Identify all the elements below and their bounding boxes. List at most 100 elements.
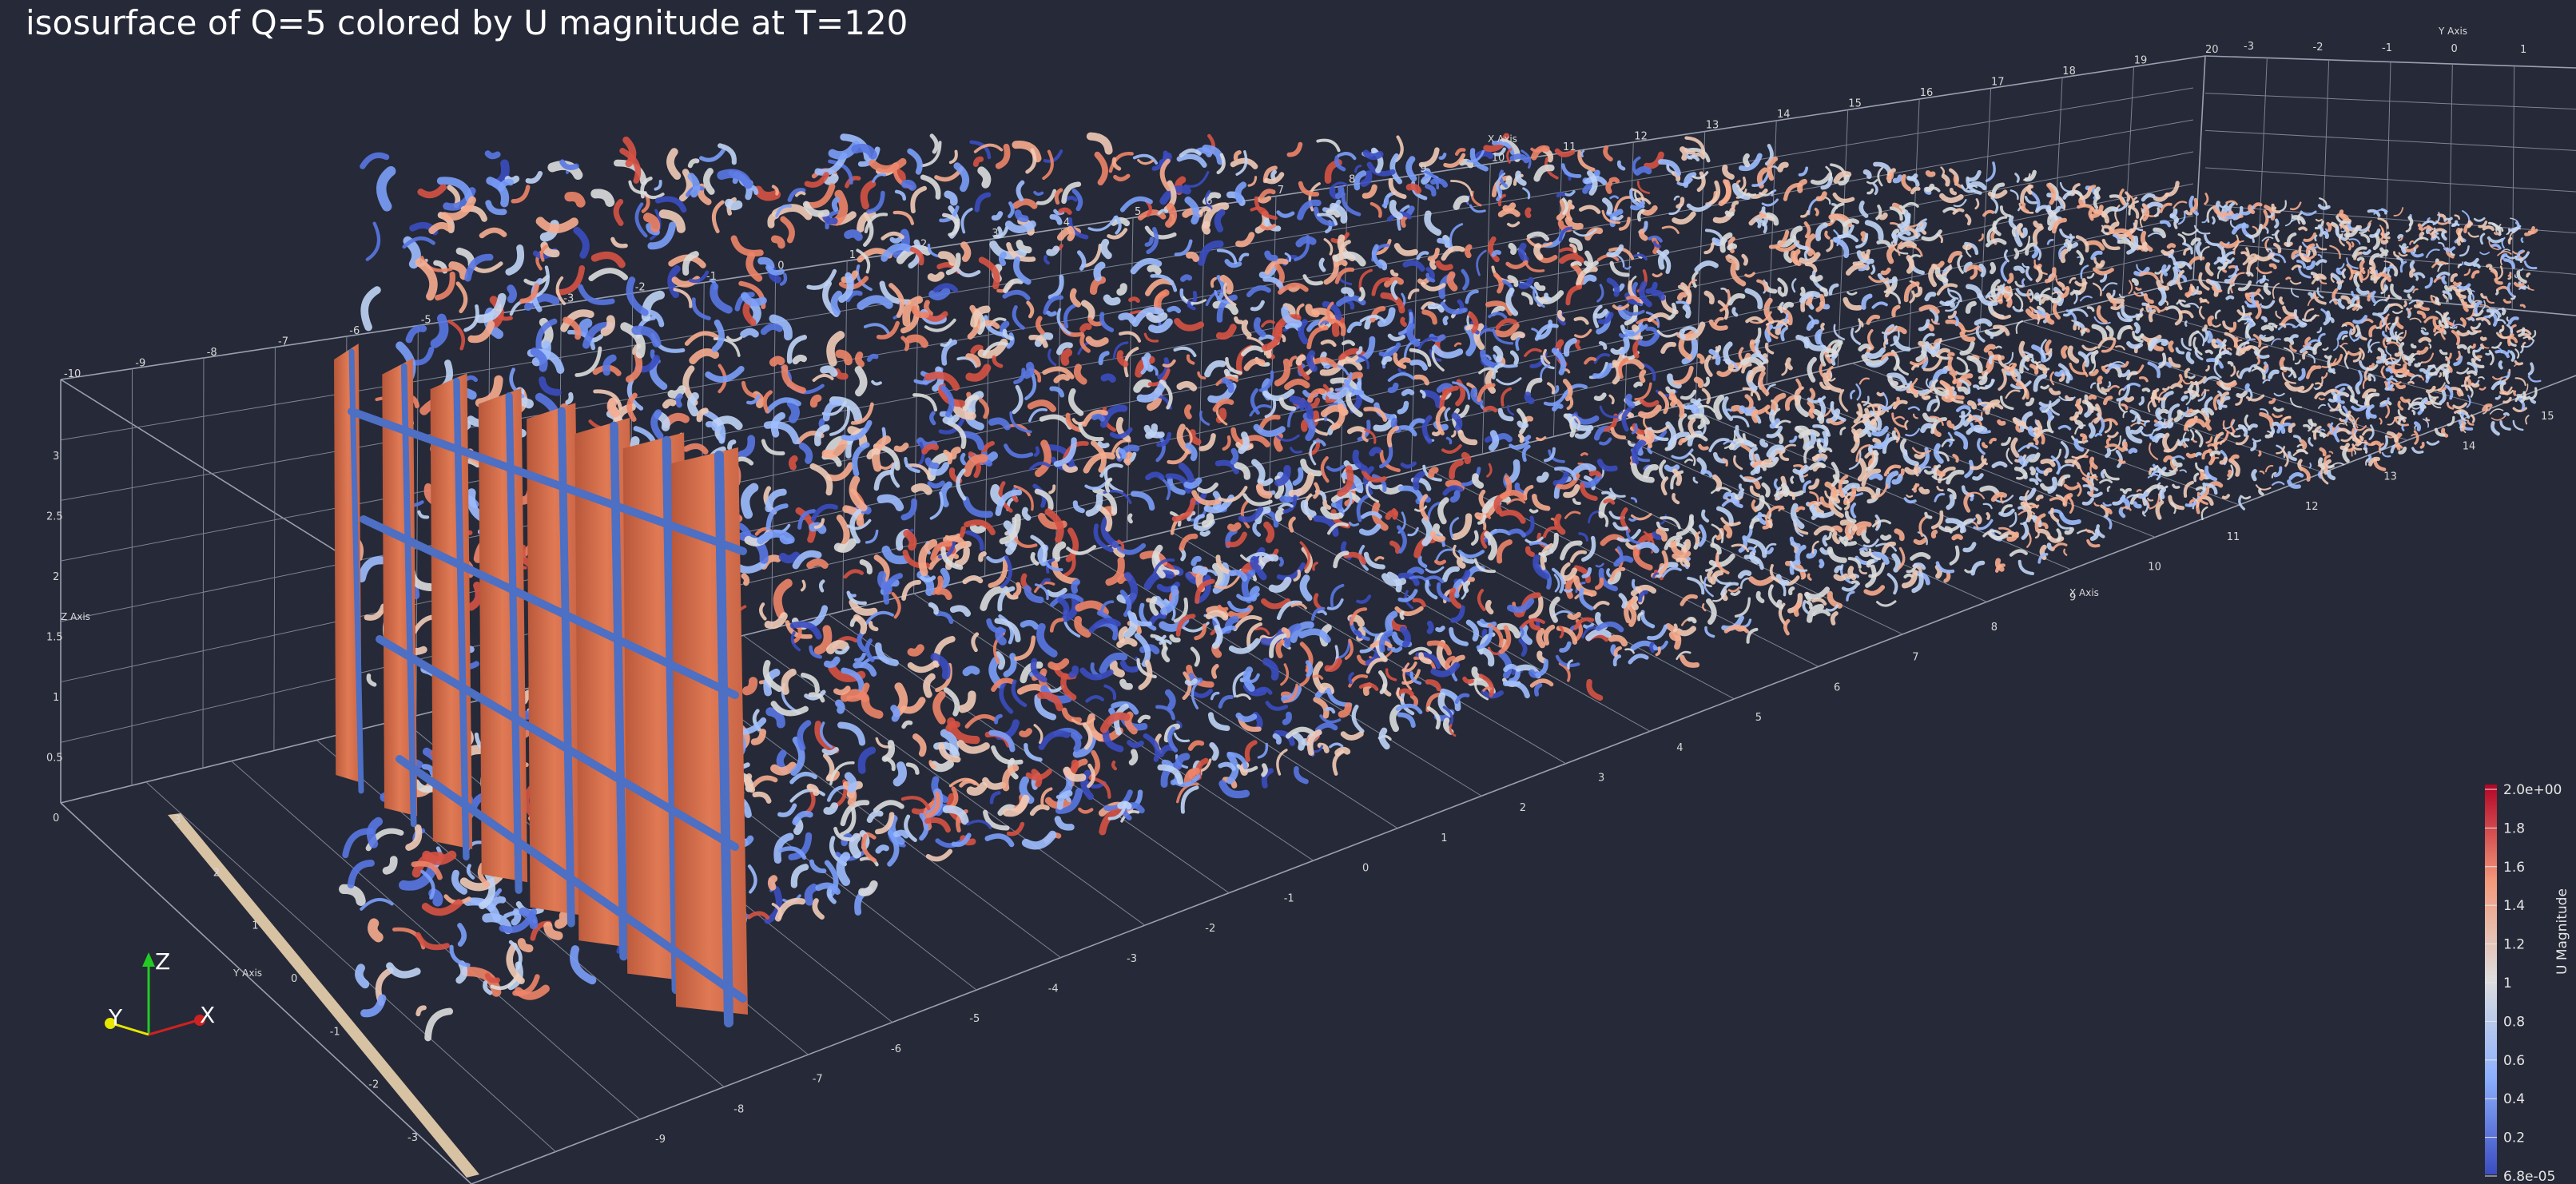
vortex-tube (1764, 546, 1775, 554)
vortex-tube (619, 148, 642, 184)
vortex-tube (1241, 345, 1265, 357)
vortex-tube (2283, 347, 2295, 361)
vortex-tube (1831, 461, 1840, 487)
vortex-tube (1744, 272, 1755, 278)
vortex-tube (1312, 745, 1324, 753)
vortex-tube (775, 204, 793, 218)
vortex-tube (1939, 193, 1964, 204)
vortex-tube (1598, 340, 1608, 350)
vortex-tube (2260, 300, 2276, 309)
vortex-tube (1612, 654, 1622, 667)
vortex-tube (2100, 273, 2108, 283)
vortex-tube (1021, 507, 1032, 521)
vortex-tube (1276, 210, 1295, 218)
vortex-tube (1580, 473, 1602, 488)
vortex-tube (1767, 584, 1779, 608)
vortex-tube (930, 540, 952, 562)
vortex-tube (459, 872, 503, 892)
vortex-tube (2414, 425, 2417, 430)
vortex-tube (2017, 559, 2034, 575)
vortex-tube (2222, 420, 2232, 435)
vortex-tube (2506, 282, 2515, 298)
vortex-tube (1012, 582, 1022, 598)
vortex-tube (1258, 555, 1266, 566)
grid-line (1681, 404, 2072, 570)
vortex-tube (1526, 231, 1549, 241)
vortex-tube (2288, 423, 2296, 433)
vortex-tube (2272, 282, 2280, 300)
vortex-tube (1210, 276, 1217, 288)
vortex-tube (514, 984, 550, 1000)
vortex-tube (1318, 257, 1326, 272)
vortex-tube (1065, 527, 1079, 562)
vortex-tube (1807, 603, 1824, 623)
vortex-tube (1525, 207, 1532, 219)
vortex-tube (2305, 243, 2316, 256)
vortex-tube (866, 353, 879, 362)
vortex-tube (773, 832, 794, 864)
vortex-tube (1708, 180, 1721, 205)
vortex-tube (962, 496, 993, 518)
vortex-tube (559, 159, 579, 170)
vortex-tube (982, 341, 1011, 356)
vortex-tube (2212, 324, 2221, 328)
vortex-tube (2021, 263, 2029, 268)
vortex-tube (1262, 388, 1295, 401)
grid-line (1908, 98, 1920, 350)
vortex-tube (2184, 320, 2188, 327)
vortex-tube (2287, 451, 2297, 462)
vortex-tube (801, 672, 820, 693)
vortex-tube (1496, 172, 1506, 199)
vortex-tube (820, 721, 833, 749)
vortex-tube (2500, 248, 2510, 253)
vortex-tube (919, 813, 929, 841)
vortex-tube (2029, 478, 2039, 486)
vortex-tube (1564, 588, 1573, 593)
vortex-tube (911, 305, 930, 319)
vortex-tube (2173, 409, 2182, 423)
vortex-tube (1727, 293, 1746, 306)
vortex-tube (1904, 419, 1909, 431)
vortex-tube (1374, 556, 1385, 562)
vortex-tube (1564, 574, 1578, 599)
vortex-tube (1777, 161, 1789, 173)
vortex-tube (2347, 221, 2354, 231)
vortex-tube (555, 265, 586, 296)
vortex-tube (1665, 386, 1676, 395)
vortex-tube (376, 165, 396, 212)
vortex-tube (1913, 483, 1920, 493)
vortex-tube (2398, 236, 2403, 241)
vortex-tube (1496, 377, 1522, 386)
vortex-tube (2428, 394, 2442, 406)
vortex-tube (2207, 443, 2218, 448)
grid-line (145, 781, 556, 1152)
vortex-tube (1576, 266, 1598, 287)
vortex-tube (1764, 542, 1777, 552)
vortex-tube (911, 483, 932, 495)
vortex-tube (1886, 372, 1907, 386)
vortex-tube (843, 569, 864, 579)
grid-line (2204, 129, 2576, 151)
vortex-tube (1517, 407, 1528, 435)
vortex-tube (2482, 225, 2495, 232)
vortex-tube (1891, 474, 1903, 485)
vortex-tube (1682, 304, 1691, 319)
vortex-tube (2065, 238, 2073, 252)
vortex-tube (2390, 283, 2402, 300)
vortex-tube (2328, 451, 2334, 455)
vortex-tube (2318, 457, 2326, 470)
vortex-tube (2467, 232, 2479, 238)
vortex-tube (1994, 495, 2014, 503)
vortex-tube (1652, 572, 1660, 579)
vortex-tube (2227, 464, 2234, 480)
vortex-tube (2115, 345, 2125, 351)
vortex-tube (1639, 280, 1652, 308)
vortex-tube (1117, 539, 1125, 551)
vortex-tube (1036, 189, 1057, 205)
vortex-tube (2395, 383, 2407, 390)
vortex-tube (2252, 438, 2262, 443)
vortex-tube (1521, 292, 1533, 305)
vortex-tube (1727, 586, 1741, 593)
